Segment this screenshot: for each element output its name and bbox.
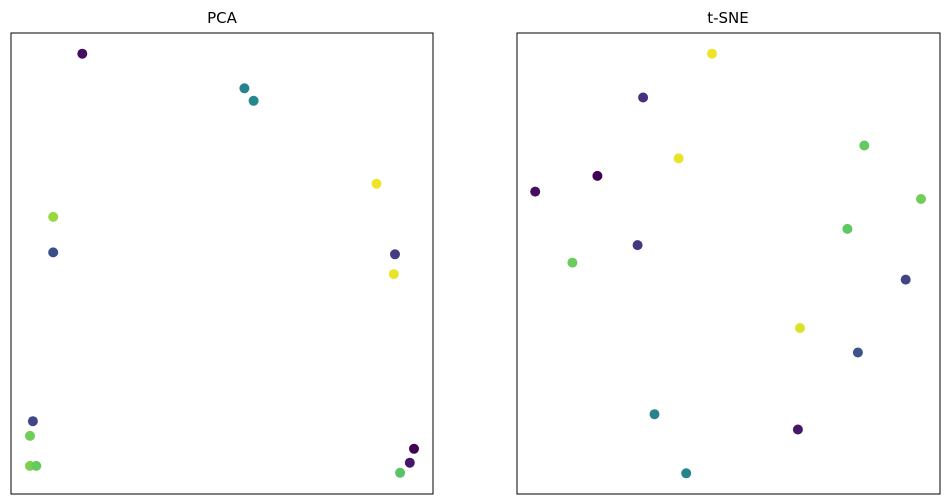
tsne-point-2 (859, 140, 870, 151)
pca-point-1 (239, 83, 250, 94)
tsne-point-9 (567, 257, 578, 268)
tsne-point-0 (707, 48, 717, 59)
tsne-point-15 (681, 468, 692, 479)
tsne-point-8 (632, 240, 643, 251)
pca-points (25, 48, 419, 478)
pca-point-14 (395, 467, 406, 478)
tsne-point-1 (638, 92, 649, 103)
tsne-point-11 (795, 323, 805, 333)
tsne-title: t-SNE (707, 9, 749, 27)
pca-title: PCA (207, 9, 238, 27)
pca-plot-frame (10, 32, 434, 495)
pca-point-0 (77, 48, 88, 59)
pca-point-13 (31, 460, 42, 471)
pca-point-3 (371, 178, 382, 189)
tsne-point-4 (592, 170, 603, 181)
tsne-point-6 (916, 194, 926, 204)
tsne-point-13 (649, 409, 660, 420)
pca-point-8 (27, 416, 38, 427)
tsne-panel: t-SNE (516, 9, 941, 495)
pca-point-10 (409, 443, 419, 454)
tsne-point-7 (842, 223, 853, 234)
tsne-point-3 (673, 153, 684, 164)
pca-point-7 (388, 269, 399, 280)
tsne-point-12 (852, 347, 863, 358)
pca-point-5 (48, 247, 59, 258)
pca-point-4 (48, 211, 59, 222)
tsne-point-5 (530, 186, 541, 197)
tsne-plot-frame (516, 32, 941, 495)
pca-point-11 (404, 457, 415, 468)
pca-point-6 (390, 249, 400, 260)
tsne-points (530, 48, 926, 479)
tsne-point-10 (900, 274, 911, 285)
pca-point-2 (248, 95, 259, 106)
tsne-point-14 (792, 424, 803, 435)
pca-point-9 (25, 430, 35, 441)
pca-panel: PCA (10, 9, 434, 495)
